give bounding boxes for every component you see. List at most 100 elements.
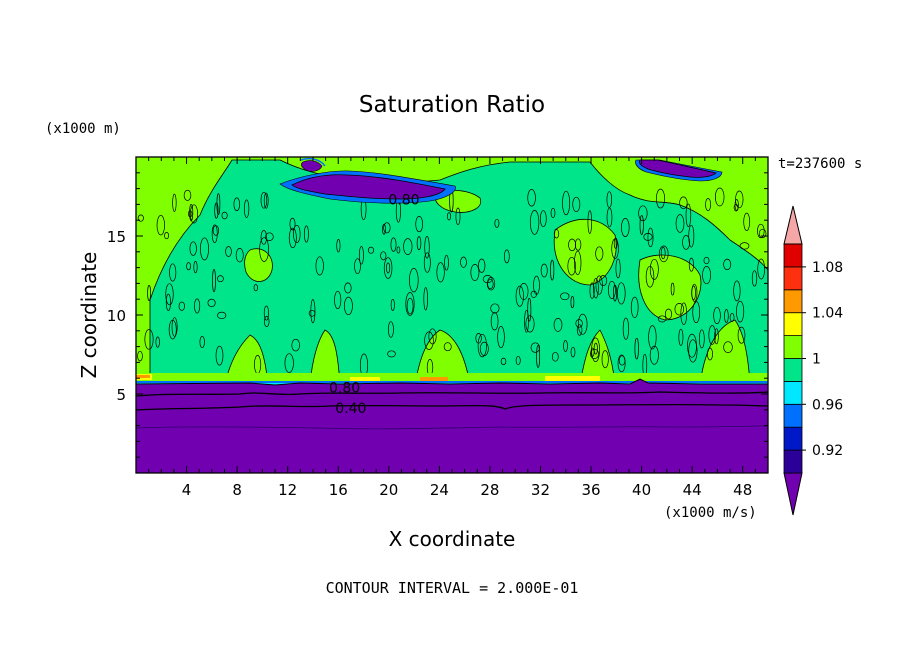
contour-cell [567, 256, 576, 276]
contour-cell [601, 350, 609, 369]
contour-cell [607, 280, 616, 300]
contour-cell [613, 237, 618, 249]
contour-cell [390, 298, 395, 311]
contour-cell [524, 309, 529, 333]
contour-cell [570, 296, 575, 309]
contour-cell [310, 299, 316, 324]
contour-cell [189, 203, 194, 222]
contour-cell [527, 189, 536, 207]
colorbar-arrow-high [783, 205, 803, 245]
contour-cell [621, 218, 630, 237]
contour-cell [705, 198, 712, 212]
upper-dry-patch-right-inner [639, 159, 717, 178]
contour-cell [436, 262, 445, 283]
contour-cell [490, 312, 499, 331]
contour-cell [334, 290, 342, 310]
contour-cell [724, 309, 729, 323]
contour-cell [137, 350, 143, 362]
contour-cell [212, 269, 216, 293]
contour-cell [409, 268, 419, 293]
contour-cell [648, 325, 657, 350]
contour-cell [688, 339, 698, 363]
contour-cell [708, 325, 716, 345]
contour-cell [382, 223, 386, 235]
y-tick-label: 5 [116, 386, 126, 404]
x-tick-label: 20 [379, 481, 398, 499]
contour-cell [568, 238, 577, 252]
contour-cell [253, 284, 258, 292]
contour-cell [424, 331, 434, 350]
contour-cell [723, 341, 733, 354]
contour-cell [587, 210, 593, 234]
contour-cell [475, 333, 482, 344]
contour-cell [550, 207, 556, 218]
chart-title: Saturation Ratio [359, 92, 545, 118]
contour-cell [482, 275, 493, 284]
contour-cell [611, 238, 619, 259]
contour-cell [235, 248, 244, 263]
contour-cell [551, 351, 559, 362]
contour-cell [406, 297, 414, 315]
contour-cell [570, 346, 576, 358]
x-tick-label: 48 [733, 481, 752, 499]
colorbar-band [783, 289, 803, 314]
contour-cell [358, 246, 364, 265]
contour-cell [380, 251, 387, 261]
contour-cell [649, 345, 659, 365]
colorbar-band [783, 312, 803, 337]
contour-cell [630, 296, 639, 319]
contour-line-0.2 [136, 425, 768, 430]
contour-cell [733, 204, 739, 212]
contour-cell [736, 300, 745, 323]
contour-cell [682, 235, 691, 250]
contour-cell [707, 347, 713, 361]
contour-cell [260, 191, 268, 209]
x-tick-label: 16 [329, 481, 348, 499]
contour-cell [387, 321, 394, 338]
contour-cell [403, 238, 413, 255]
contour-cell [193, 261, 198, 274]
contour-cell [758, 228, 767, 239]
contour-cell [487, 278, 494, 290]
contour-cell [494, 218, 500, 228]
contour-cell [443, 342, 452, 352]
contour-cell [737, 326, 746, 344]
contour-cell [155, 336, 160, 348]
contour-cell [519, 283, 529, 300]
contour-cell [164, 232, 170, 240]
contour-cell [460, 256, 467, 268]
contour-cell [576, 324, 583, 336]
contour-cell [735, 190, 744, 209]
contour-cell [751, 270, 758, 287]
contour-cell [343, 296, 353, 316]
contour-cell [221, 211, 228, 220]
contour-cell [714, 187, 725, 207]
contour-interval-note: CONTOUR INTERVAL = 2.000E-01 [326, 579, 579, 597]
contour-cell [500, 357, 507, 366]
contour-cell [428, 328, 437, 345]
contour-cell [383, 257, 393, 279]
contour-cell [303, 225, 309, 243]
contour-cell [525, 315, 535, 333]
colorbar-band [783, 380, 803, 405]
x-unit-label: (x1000 m/s) [664, 505, 757, 521]
contour-cell [214, 202, 219, 219]
colorbar-label: 1 [812, 352, 821, 368]
contour-cell [199, 335, 205, 349]
contour-cell [405, 292, 415, 316]
contour-cell [599, 275, 608, 287]
x-tick-label: 36 [581, 481, 600, 499]
contour-cell [563, 340, 568, 352]
contour-cell [739, 242, 750, 250]
contour-cell [416, 236, 422, 251]
contour-cell [233, 197, 241, 212]
contour-cell [743, 212, 751, 231]
colorbar-band [783, 403, 803, 428]
contour-cell [186, 262, 191, 271]
contour-cell [595, 275, 603, 295]
colorbar-label: 1.04 [812, 306, 843, 322]
contour-cell [622, 317, 630, 340]
contour-cell [529, 210, 540, 235]
upper-dry-patch-left-top [301, 160, 323, 172]
x-tick-label: 12 [278, 481, 297, 499]
